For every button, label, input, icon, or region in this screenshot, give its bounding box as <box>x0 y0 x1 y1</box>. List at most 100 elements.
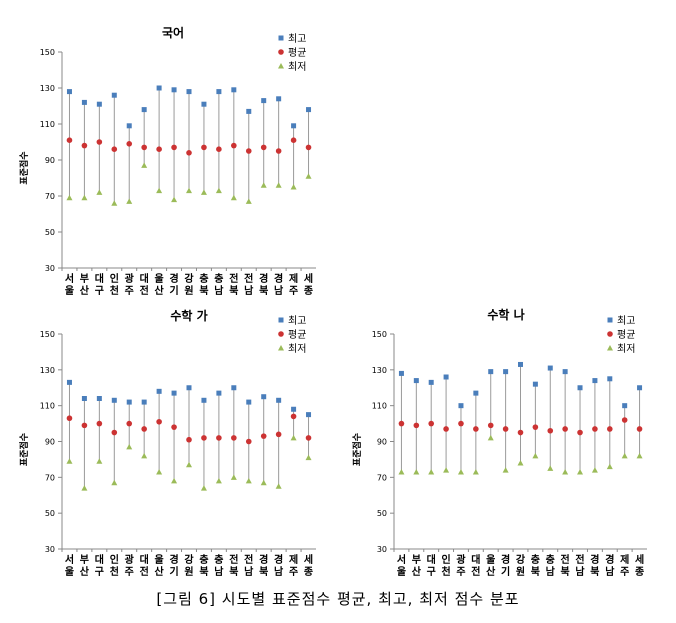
data-point <box>216 390 222 396</box>
data-point <box>636 426 643 432</box>
y-tick-label: 130 <box>40 84 55 93</box>
data-point <box>428 379 434 385</box>
data-point <box>126 443 133 450</box>
data-point <box>413 378 419 384</box>
legend-label: 최저 <box>617 343 635 355</box>
data-point <box>245 477 252 484</box>
data-point <box>66 137 73 143</box>
y-tick-label: 30 <box>377 545 387 554</box>
data-point <box>186 385 192 391</box>
data-point <box>290 184 297 190</box>
figure-caption: [그림 6] 시도별 표준점수 평균, 최고, 최저 점수 분포 <box>156 590 520 608</box>
data-point <box>517 429 524 436</box>
data-point <box>96 396 102 401</box>
data-point <box>443 467 450 473</box>
data-point <box>216 435 222 441</box>
y-tick-label: 110 <box>40 402 55 411</box>
data-point <box>141 162 148 168</box>
data-point <box>547 427 554 434</box>
data-point <box>473 390 479 396</box>
data-point <box>577 385 583 391</box>
data-point <box>547 465 554 471</box>
legend-label: 평균 <box>288 329 306 341</box>
data-point <box>186 436 192 443</box>
data-point <box>290 413 297 420</box>
data-point <box>246 108 252 114</box>
data-point <box>502 426 509 432</box>
data-point <box>231 435 237 441</box>
legend-marker <box>607 345 613 351</box>
data-point <box>591 467 598 473</box>
data-point <box>472 468 479 475</box>
data-point <box>261 98 267 104</box>
legend-label: 최저 <box>288 343 306 355</box>
data-point <box>66 458 73 464</box>
data-point <box>171 390 177 396</box>
data-point <box>607 376 613 382</box>
y-tick-label: 70 <box>45 473 55 482</box>
data-point <box>126 399 132 405</box>
data-point <box>200 485 207 491</box>
data-point <box>443 426 449 432</box>
data-point <box>141 452 148 459</box>
y-tick-label: 110 <box>40 120 55 129</box>
data-point <box>275 148 282 154</box>
data-point <box>290 137 297 143</box>
legend-marker <box>278 49 284 55</box>
y-tick-label: 30 <box>45 264 55 273</box>
data-point <box>231 385 237 391</box>
data-point <box>96 189 103 195</box>
legend-label: 평균 <box>617 329 635 341</box>
data-point <box>81 485 88 491</box>
legend-marker <box>278 331 284 337</box>
data-point <box>443 374 449 380</box>
y-tick-label: 150 <box>40 330 55 339</box>
data-point <box>111 200 118 206</box>
legend-label: 최고 <box>288 315 306 327</box>
data-point <box>201 144 207 151</box>
legend-label: 평균 <box>288 47 306 59</box>
data-point <box>487 422 494 429</box>
y-tick-label: 30 <box>45 545 55 554</box>
y-tick-label: 50 <box>45 228 55 237</box>
y-tick-label: 130 <box>372 366 387 375</box>
data-point <box>186 89 192 95</box>
data-point <box>305 454 312 461</box>
data-point <box>637 385 643 391</box>
legend-marker <box>278 35 284 41</box>
data-point <box>547 365 553 371</box>
data-point <box>592 378 598 384</box>
data-point <box>398 468 405 475</box>
data-point <box>200 189 207 195</box>
data-point <box>305 435 312 441</box>
data-point <box>186 461 192 468</box>
data-point <box>201 397 207 403</box>
data-point <box>276 96 282 102</box>
data-point <box>532 424 539 430</box>
data-point <box>291 406 297 412</box>
data-point <box>473 426 479 432</box>
data-point <box>518 361 523 367</box>
data-point <box>231 87 237 93</box>
